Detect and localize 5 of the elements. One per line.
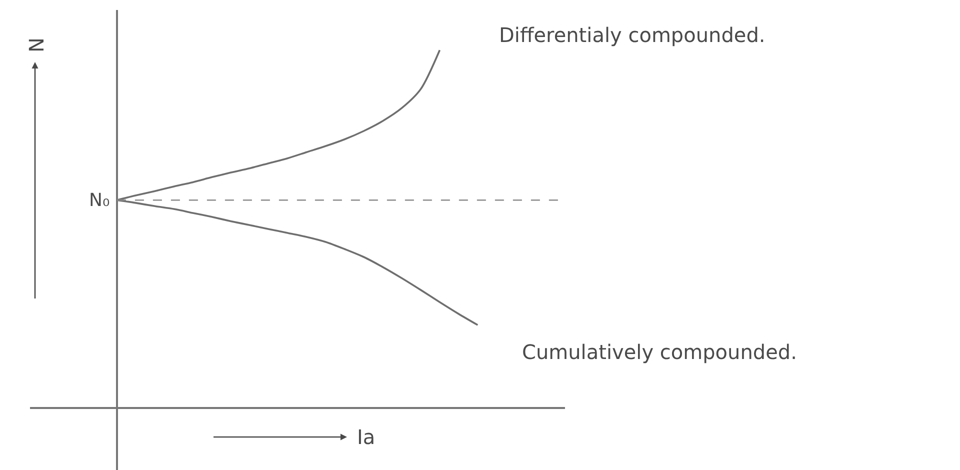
- x-axis-title: Ia: [357, 425, 376, 449]
- y-axis-title: N: [24, 38, 48, 52]
- text: Differentialy compounded.: [499, 23, 766, 47]
- ref-line-label: N₀: [89, 190, 110, 211]
- text: Cumulatively compounded.: [522, 340, 797, 364]
